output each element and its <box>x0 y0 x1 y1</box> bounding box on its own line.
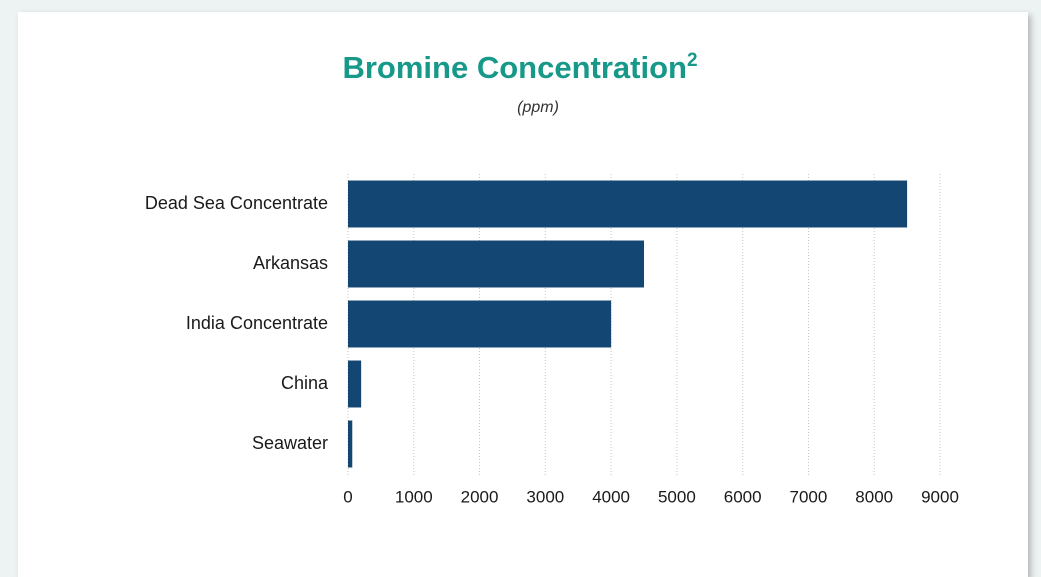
chart-title-group: Bromine Concentration2 <box>342 50 697 85</box>
x-tick-label: 4000 <box>592 487 630 506</box>
x-tick-label: 5000 <box>658 487 696 506</box>
x-tick-label: 9000 <box>921 487 959 506</box>
y-tick-label: India Concentrate <box>186 313 328 333</box>
x-tick-label: 2000 <box>461 487 499 506</box>
x-tick-label: 1000 <box>395 487 433 506</box>
bar <box>348 420 353 468</box>
bar <box>348 300 612 348</box>
x-tick-label: 0 <box>343 487 352 506</box>
x-tick-label: 7000 <box>790 487 828 506</box>
chart-subtitle: (ppm) <box>517 99 559 116</box>
chart-title: Bromine Concentration <box>342 50 686 85</box>
card <box>18 12 1028 577</box>
x-tick-label: 6000 <box>724 487 762 506</box>
x-tick-label: 8000 <box>855 487 893 506</box>
y-tick-label: China <box>281 373 329 393</box>
y-tick-label: Dead Sea Concentrate <box>145 193 328 213</box>
x-tick-label: 3000 <box>526 487 564 506</box>
y-tick-label: Arkansas <box>253 253 328 273</box>
title-superscript: 2 <box>687 50 698 71</box>
bar <box>348 240 644 288</box>
y-tick-label: Seawater <box>252 433 328 453</box>
bar <box>348 180 908 228</box>
bar <box>348 360 362 408</box>
